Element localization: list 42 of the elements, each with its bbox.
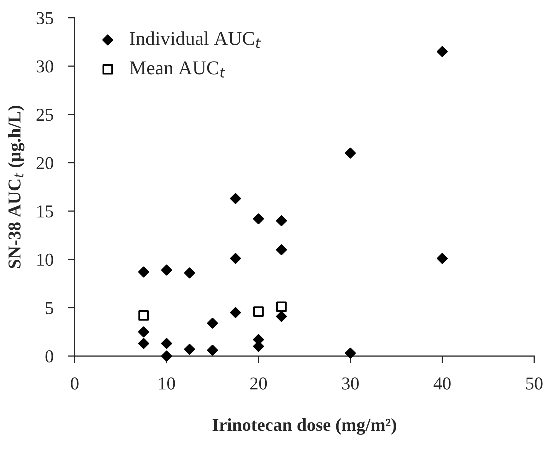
point — [161, 264, 172, 276]
x-tick-label: 40 — [434, 378, 451, 390]
point — [276, 244, 288, 256]
point — [276, 216, 288, 226]
y-axis-title: SN-38 AUC$_{t}$ (µg.h/L) — [8, 106, 25, 268]
y-tick-label: 25 — [36, 108, 54, 122]
y-tick-label: 10 — [38, 254, 54, 266]
x-tick-label: 0 — [71, 378, 79, 390]
point — [184, 344, 196, 355]
point — [161, 350, 172, 362]
y-tick-label: 5 — [46, 302, 54, 314]
point — [345, 348, 356, 359]
y-tick-label: 20 — [36, 157, 54, 170]
point — [138, 326, 150, 338]
point — [276, 311, 288, 322]
x-tick-label: 30 — [342, 378, 359, 390]
x-axis-title: Irinotecan dose (mg/m²) — [212, 418, 396, 436]
x-tick-label: 10 — [159, 378, 176, 390]
x-tick-label: 20 — [250, 378, 268, 390]
point — [207, 318, 218, 329]
point — [138, 338, 150, 350]
legend-label: Mean AUC$_{t}$ — [130, 62, 226, 78]
point — [230, 307, 242, 318]
y-tick-label: 30 — [36, 60, 54, 73]
point — [207, 345, 218, 356]
point — [161, 338, 172, 350]
point — [345, 148, 356, 159]
legend-label: Individual AUC$_{t}$ — [130, 32, 262, 48]
point — [253, 214, 264, 224]
point — [230, 253, 242, 264]
y-tick-label: 15 — [38, 206, 54, 218]
y-tick-label: 0 — [46, 350, 54, 363]
point — [437, 253, 448, 264]
point — [437, 46, 448, 58]
point — [254, 306, 264, 318]
point — [138, 266, 150, 278]
point — [184, 268, 196, 279]
y-tick-label: 35 — [36, 12, 54, 24]
point — [276, 302, 287, 312]
x-tick-label: 50 — [526, 378, 543, 390]
point — [138, 310, 150, 321]
point — [230, 193, 242, 204]
